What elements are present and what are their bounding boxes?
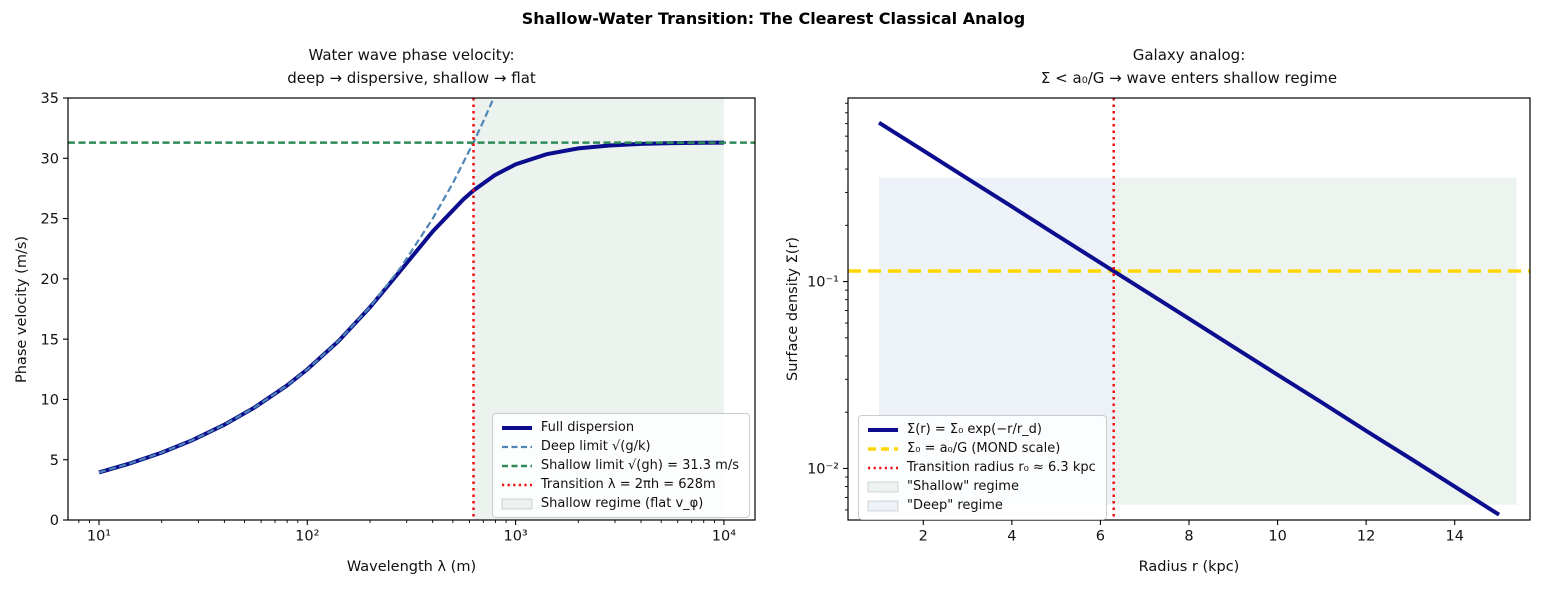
legend-patch-swatch [867,500,899,511]
y-tick-label: 20 [41,272,59,288]
deep-limit-g-k-line [98,98,495,474]
x-tick-label: 2 [919,529,928,545]
chart-title-line: Σ < a₀/G → wave enters shallow regime [1040,69,1338,87]
legend-entry-label: Transition radius r₀ ≈ 6.3 kpc [907,460,1096,475]
legend-line-swatch [501,445,532,448]
x-tick-label: 10¹ [87,529,111,545]
legend-entry-label: Σ(r) = Σ₀ exp(−r/r_d) [907,422,1042,437]
legend-entry: Full dispersion [501,420,739,435]
axes-spines [67,97,756,521]
x-tick-label: 10³ [503,529,527,545]
x-tick-label: 6 [1096,529,1105,545]
legend-entry-label: Transition λ = 2πh = 628m [540,477,716,492]
y-axis-label: Phase velocity (m/s) [14,235,30,383]
legend-line-swatch [868,466,898,469]
legend-entry-label: Full dispersion [540,420,635,435]
legend-patch-swatch [501,498,533,509]
x-axis-label: Wavelength λ (m) [346,559,477,575]
y-tick-label: 10 [41,393,59,409]
y-tick-label: 10⁻¹ [807,275,839,291]
legend-entry-label: Σ₀ = a₀/G (MOND scale) [907,441,1061,456]
x-tick-label: 10² [295,529,319,545]
chart-title-line: Galaxy analog: [1132,46,1246,64]
figure-suptitle: Shallow-Water Transition: The Clearest C… [521,9,1026,28]
x-axis-label: Radius r (kpc) [1138,559,1240,575]
x-tick-label: 10⁴ [712,529,736,545]
legend-entry-label: Shallow regime (flat v_φ) [540,496,704,511]
chart-1-title: Galaxy analog: Σ < a₀/G → wave enters sha… [848,44,1530,90]
x-tick-label: 4 [1007,529,1016,545]
x-tick-label: 10 [1268,529,1286,545]
legend-line-swatch [868,427,898,432]
chart-1: 2 4 6 8 10 12 14 10⁻¹ 10⁻² [807,97,1531,545]
y-tick-label: 25 [41,212,59,228]
legend-entry: "Shallow" regime [867,479,1096,494]
legend-entry: Shallow regime (flat v_φ) [501,496,739,511]
legend-line-swatch [501,425,532,430]
legend-chart-1: Σ(r) = Σ₀ exp(−r/r_d) Σ₀ = a₀/G (MOND sca… [858,415,1107,520]
shallow-regime-span [1113,177,1517,505]
legend-entry: Transition λ = 2πh = 628m [501,477,739,492]
legend-entry: Σ(r) = Σ₀ exp(−r/r_d) [867,422,1096,437]
patch-swatch-rect [867,500,899,511]
legend-line-swatch [868,446,898,451]
legend-line-swatch [501,483,532,486]
legend-entry-label: Shallow limit √(gh) = 31.3 m/s [540,458,739,473]
legend-entry: Transition radius r₀ ≈ 6.3 kpc [867,460,1096,475]
legend-entry: Shallow limit √(gh) = 31.3 m/s [501,458,739,473]
legend-patch-swatch [867,481,899,492]
legend-entry-label: Deep limit √(g/k) [540,439,651,454]
y-tick-label: 35 [41,91,59,107]
x-tick-label: 12 [1357,529,1375,545]
chart-0-title: Water wave phase velocity: deep → dispers… [68,44,755,90]
y-tick-label: 5 [50,453,59,469]
x-tick-label: 8 [1184,529,1193,545]
legend-entry: "Deep" regime [867,498,1096,513]
chart-title-line: deep → dispersive, shallow → flat [287,69,536,87]
y-tick-label: 30 [41,151,59,167]
legend-entry-label: "Deep" regime [907,498,1003,513]
r-exp-r-r-d-line [877,121,1501,517]
legend-entry-label: "Shallow" regime [907,479,1019,494]
patch-swatch-rect [501,498,533,509]
legend-line-swatch [501,464,532,467]
y-tick-label: 15 [41,332,59,348]
x-tick-label: 14 [1445,529,1463,545]
patch-swatch-rect [867,481,899,492]
y-axis-label: Surface density Σ(r) [785,236,801,382]
chart-title-line: Water wave phase velocity: [308,46,515,64]
legend-chart-0: Full dispersion Deep limit √(g/k) Shallow … [491,413,750,518]
legend-entry: Σ₀ = a₀/G (MOND scale) [867,441,1096,456]
y-tick-label: 0 [50,513,59,529]
legend-entry: Deep limit √(g/k) [501,439,739,454]
y-tick-label: 10⁻² [807,462,839,478]
